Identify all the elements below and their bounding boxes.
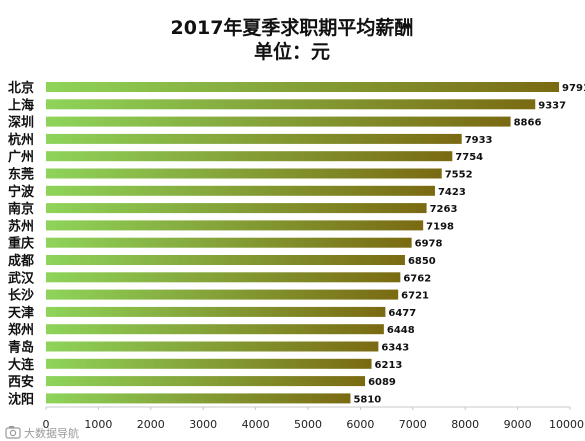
bar [46, 99, 536, 110]
x-tick-label: 1000 [84, 418, 112, 431]
bar [46, 376, 366, 387]
category-label: 天津 [8, 305, 34, 321]
value-label: 6850 [408, 256, 436, 267]
bar [46, 116, 511, 127]
value-label: 6089 [368, 377, 396, 388]
value-label: 8866 [514, 118, 542, 129]
value-label: 7933 [465, 135, 493, 146]
value-label: 9337 [538, 100, 566, 111]
value-label: 6762 [403, 273, 431, 284]
category-label: 杭州 [8, 132, 34, 148]
category-label: 上海 [8, 97, 34, 113]
bar [46, 185, 435, 196]
category-label: 南京 [8, 201, 34, 217]
category-label: 深圳 [8, 115, 34, 131]
x-tick-label: 2000 [137, 418, 165, 431]
category-label: 武汉 [8, 270, 35, 286]
x-tick-label: 3000 [189, 418, 217, 431]
chart-title: 2017年夏季求职期平均薪酬 [171, 16, 414, 39]
category-label: 大连 [8, 357, 35, 373]
category-label: 青岛 [8, 340, 34, 356]
bar [46, 306, 386, 317]
value-label: 7552 [445, 170, 473, 181]
category-label: 东莞 [8, 167, 34, 183]
x-tick-label: 9000 [504, 418, 532, 431]
bar [46, 272, 401, 283]
x-tick-label: 5000 [294, 418, 322, 431]
category-label: 重庆 [8, 236, 34, 252]
watermark-text: 大数据导航 [24, 426, 79, 440]
category-label: 北京 [8, 80, 34, 96]
x-tick-label: 0 [43, 418, 50, 431]
value-label: 6477 [388, 308, 416, 319]
category-label: 宁波 [8, 184, 35, 200]
value-label: 6448 [387, 325, 415, 336]
value-label: 6721 [401, 291, 429, 302]
value-label: 6343 [381, 343, 409, 354]
value-label: 7198 [426, 221, 454, 232]
bar [46, 168, 442, 179]
value-label: 6978 [415, 239, 443, 250]
bar [46, 203, 427, 214]
category-label: 广州 [8, 149, 34, 165]
watermark: 大数据导航 [5, 426, 79, 440]
value-label: 6213 [375, 360, 403, 371]
bar [46, 289, 399, 300]
x-tick-label: 10000 [549, 418, 584, 431]
value-label: 7754 [455, 152, 483, 163]
camera-icon [5, 426, 21, 439]
category-label: 西安 [8, 374, 34, 390]
category-label: 郑州 [8, 322, 34, 338]
bar [46, 341, 379, 352]
value-label: 5810 [353, 394, 381, 405]
category-label: 沈阳 [8, 391, 34, 407]
category-label: 苏州 [8, 218, 34, 234]
value-label: 9791 [562, 83, 585, 94]
bar [46, 358, 372, 369]
x-tick-label: 8000 [451, 418, 479, 431]
bar [46, 151, 453, 162]
bar [46, 220, 424, 231]
category-label: 成都 [8, 253, 34, 269]
bar [46, 82, 560, 92]
value-label: 7263 [430, 204, 458, 215]
bar [46, 255, 405, 265]
x-axis: 0 1000 2000 3000 4000 5000 6000 7000 8000 9000 100… [43, 406, 584, 431]
bar [46, 393, 351, 404]
value-label: 7423 [438, 187, 466, 198]
x-tick-label: 4000 [242, 418, 270, 431]
category-label: 长沙 [8, 288, 34, 304]
bar [46, 237, 412, 248]
bar [46, 133, 462, 144]
bar [46, 324, 384, 335]
bars-group: 北京 9791 上海 9337 深圳 8866 杭州 7933 广州 7754 东莞 7552 宁波 74… [8, 80, 585, 407]
x-tick-label: 6000 [346, 418, 374, 431]
chart-subtitle: 单位：元 [254, 40, 330, 63]
x-tick-label: 7000 [399, 418, 427, 431]
